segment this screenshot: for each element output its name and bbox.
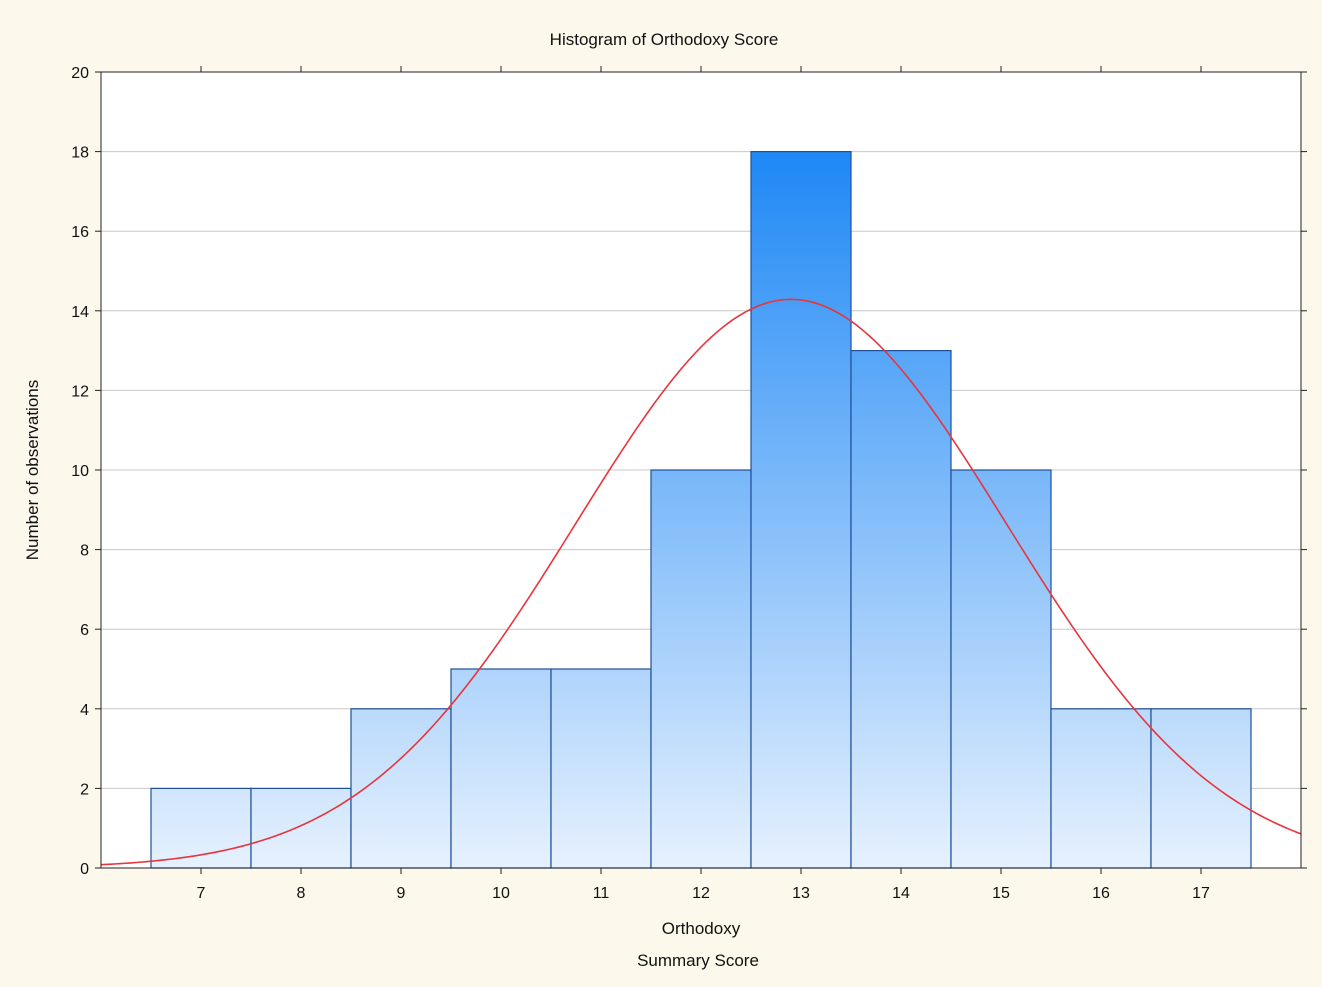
histogram-bar <box>750 151 852 869</box>
histogram-bar <box>550 668 652 869</box>
y-tick-label: 0 <box>80 861 89 878</box>
chart-title: Histogram of Orthodoxy Score <box>550 30 779 49</box>
x-tick-label: 11 <box>593 885 610 902</box>
y-tick-label: 4 <box>80 702 89 719</box>
x-tick-label: 16 <box>1092 885 1110 902</box>
histogram-bar <box>350 708 452 869</box>
histogram-bar <box>1050 708 1152 869</box>
y-tick-label: 18 <box>71 145 89 162</box>
x-tick-label: 13 <box>792 885 810 902</box>
y-tick-label: 2 <box>80 781 89 798</box>
ticks: 0 2 4 6 8 10 12 14 16 18 20 7 8 9 10 11 12 13 14 15 16 17 <box>71 65 1307 902</box>
histogram-bar <box>950 469 1052 869</box>
x-tick-label: 17 <box>1192 885 1210 902</box>
y-tick-label: 8 <box>80 543 89 560</box>
histogram-bar <box>450 668 552 869</box>
x-tick-label: 8 <box>297 885 306 902</box>
histogram-bar <box>250 787 352 869</box>
x-axis-label: Orthodoxy <box>662 919 741 938</box>
y-tick-label: 10 <box>71 463 89 480</box>
x-axis-sublabel: Summary Score <box>637 951 759 970</box>
y-tick-label: 20 <box>71 65 89 82</box>
histogram-bar <box>650 469 752 869</box>
y-axis-label: Number of observations <box>23 380 42 560</box>
x-tick-label: 15 <box>992 885 1010 902</box>
y-tick-label: 6 <box>80 622 89 639</box>
x-tick-label: 7 <box>197 885 206 902</box>
x-tick-label: 9 <box>397 885 406 902</box>
x-tick-label: 14 <box>892 885 910 902</box>
x-tick-label: 10 <box>492 885 510 902</box>
normal-fit-curve <box>101 298 1301 866</box>
x-tick-label: 12 <box>692 885 710 902</box>
y-tick-label: 16 <box>71 224 89 241</box>
histogram-bar <box>1150 708 1252 869</box>
y-tick-label: 14 <box>71 304 89 321</box>
y-tick-label: 12 <box>71 383 89 400</box>
histogram-bar <box>850 350 952 869</box>
histogram-bar <box>150 787 252 869</box>
